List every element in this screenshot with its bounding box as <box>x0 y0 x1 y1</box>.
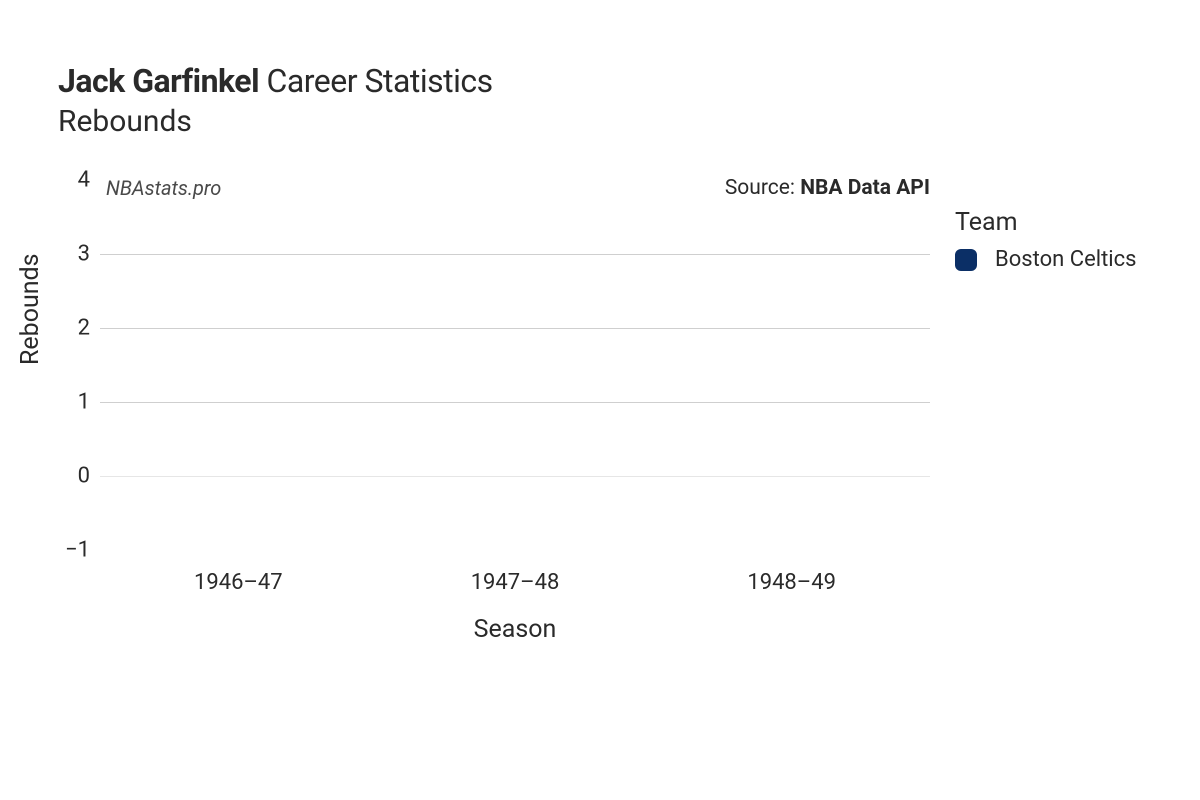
gridline <box>100 476 930 477</box>
legend-title: Team <box>955 208 1137 237</box>
legend-label: Boston Celtics <box>995 247 1137 272</box>
y-tick-label: 1 <box>40 390 90 415</box>
chart-title: Jack Garfinkel Career Statistics <box>58 62 493 100</box>
y-axis-title: Rebounds <box>16 253 45 365</box>
y-tick-label: 0 <box>40 464 90 489</box>
x-tick-label: 1947–48 <box>471 570 560 595</box>
plot-area: NBAstats.pro Source: NBA Data API 1946–4… <box>100 180 930 550</box>
gridline <box>100 254 930 255</box>
gridline <box>100 328 930 329</box>
legend: Team Boston Celtics <box>955 208 1137 272</box>
gridline <box>100 402 930 403</box>
y-tick-label: 2 <box>40 316 90 341</box>
player-name: Jack Garfinkel <box>58 62 259 100</box>
source-label: Source: NBA Data API <box>725 176 930 200</box>
legend-item: Boston Celtics <box>955 247 1137 272</box>
watermark-label: NBAstats.pro <box>106 176 221 200</box>
source-prefix: Source: <box>725 176 800 200</box>
chart-container: Jack Garfinkel Career Statistics Rebound… <box>0 0 1200 800</box>
y-tick-label: 3 <box>40 242 90 267</box>
legend-swatch <box>955 249 977 271</box>
x-tick-label: 1948–49 <box>747 570 836 595</box>
chart-title-block: Jack Garfinkel Career Statistics Rebound… <box>58 62 493 139</box>
chart-subtitle: Rebounds <box>58 104 493 139</box>
source-name: NBA Data API <box>800 176 930 200</box>
y-tick-label: −1 <box>40 538 90 563</box>
y-tick-label: 4 <box>40 168 90 193</box>
title-suffix: Career Statistics <box>267 62 493 100</box>
x-tick-label: 1946–47 <box>194 570 283 595</box>
x-axis-title: Season <box>474 615 557 644</box>
